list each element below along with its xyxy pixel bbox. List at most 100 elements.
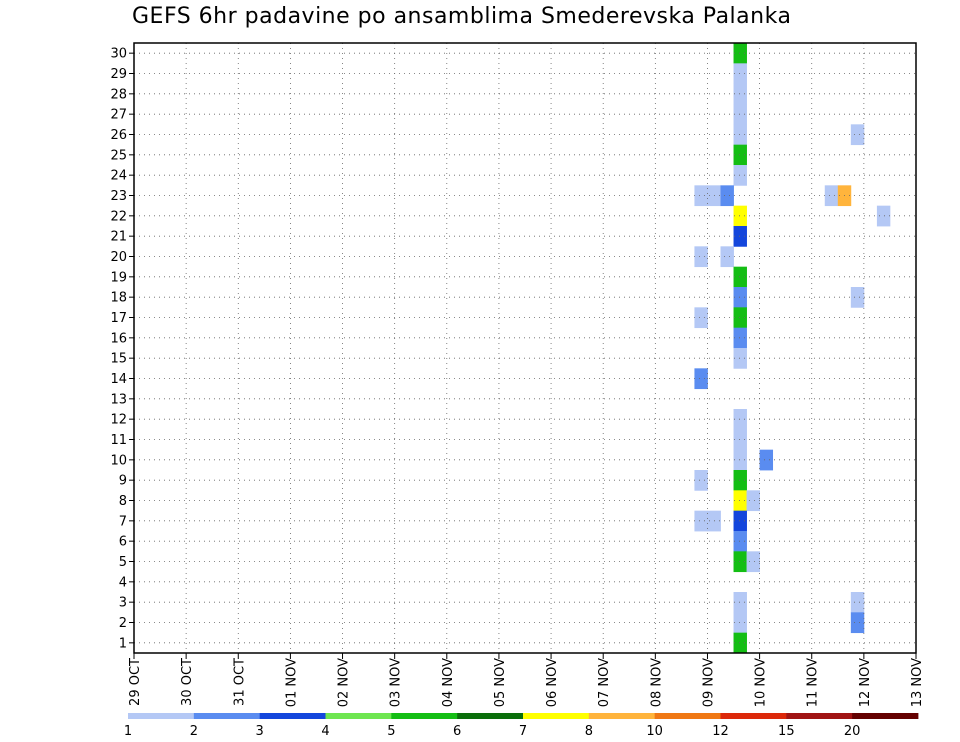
heatmap-cell	[694, 246, 708, 268]
heatmap-cell	[733, 43, 747, 64]
heatmap-cell	[733, 551, 747, 573]
heatmap-cell	[733, 83, 747, 105]
heatmap-cell	[694, 510, 708, 532]
heatmap-cell	[733, 429, 747, 451]
legend-swatch	[325, 713, 392, 719]
y-axis-labels: 1234567891011121314151617181920212223242…	[110, 47, 134, 651]
y-tick-label: 10	[110, 453, 127, 468]
heatmap-cell	[733, 124, 747, 146]
heatmap-cell	[733, 144, 747, 166]
x-tick-label: 29 OCT	[128, 658, 143, 706]
legend-label: 8	[585, 724, 593, 739]
heatmap-cell	[733, 327, 747, 349]
heatmap-cell	[733, 612, 747, 634]
x-axis-labels: 29 OCT 30 OCT 31 OCT 01 NOV 02 NOV 03 NOV 04 N…	[128, 653, 925, 707]
heatmap-cell	[824, 185, 839, 207]
heatmap-cell	[850, 592, 865, 613]
x-tick-label: 08 NOV	[649, 658, 664, 707]
y-tick-label: 16	[110, 331, 127, 346]
heatmap-cell	[733, 205, 747, 227]
y-tick-label: 15	[110, 352, 127, 367]
heatmap-cell	[733, 490, 747, 512]
x-tick-label: 09 NOV	[701, 658, 716, 707]
y-tick-label: 26	[110, 128, 127, 143]
heatmap-cell	[720, 185, 734, 207]
x-tick-label: 05 NOV	[493, 658, 508, 707]
y-tick-label: 12	[110, 413, 127, 428]
heatmap-cell	[733, 63, 747, 85]
heatmap-cell	[876, 205, 891, 227]
x-tick-label: 12 NOV	[858, 658, 873, 707]
legend-swatch	[852, 713, 919, 719]
heatmap-cell	[733, 531, 747, 552]
legend-swatch	[457, 713, 524, 719]
x-tick-label: 11 NOV	[806, 658, 821, 707]
heatmap-cell	[733, 592, 747, 613]
x-tick-label: 13 NOV	[910, 658, 925, 707]
heatmap-cell	[694, 470, 708, 491]
legend-label: 10	[646, 724, 663, 739]
legend-swatch	[523, 713, 590, 719]
heatmap-cell	[733, 449, 747, 471]
y-tick-label: 8	[119, 494, 127, 509]
y-tick-label: 27	[110, 108, 127, 123]
legend-swatch	[588, 713, 656, 719]
y-tick-label: 29	[110, 67, 127, 82]
legend-swatch	[193, 713, 261, 719]
heatmap-cell	[733, 287, 747, 308]
legend-swatch	[654, 713, 721, 719]
heatmap-cell	[694, 368, 708, 390]
y-tick-label: 7	[119, 514, 127, 529]
heatmap-cell	[733, 104, 747, 125]
heatmap-cell	[694, 307, 708, 329]
chart-title: GEFS 6hr padavine po ansamblima Smederev…	[132, 4, 792, 29]
y-tick-label: 19	[110, 270, 127, 285]
heatmap-cell	[733, 632, 747, 654]
x-tick-label: 04 NOV	[441, 658, 456, 707]
legend-swatch	[720, 713, 787, 719]
y-tick-label: 2	[119, 616, 127, 631]
heatmap-cell	[733, 348, 747, 369]
y-tick-label: 13	[110, 392, 127, 407]
legend-label: 4	[321, 724, 329, 739]
heatmap-cell	[746, 551, 760, 573]
plot-frame	[133, 42, 917, 654]
legend-swatch	[786, 713, 853, 719]
legend-swatch	[128, 713, 195, 719]
x-tick-label: 07 NOV	[597, 658, 612, 707]
color-legend: 1 2 3 4 5 6 7 8 10 12 15 20	[124, 713, 919, 739]
x-tick-label: 10 NOV	[754, 658, 769, 707]
y-tick-label: 18	[110, 291, 127, 306]
legend-label: 2	[190, 724, 198, 739]
heatmap-cell	[733, 409, 747, 430]
heatmap-cell	[733, 266, 747, 288]
legend-label: 12	[712, 724, 729, 739]
heatmap-cell	[733, 307, 747, 329]
grid-lines	[134, 43, 916, 653]
y-tick-label: 9	[119, 474, 127, 489]
legend-label: 6	[453, 724, 461, 739]
legend-label: 5	[387, 724, 395, 739]
heatmap-cell	[733, 510, 747, 532]
legend-label: 1	[124, 724, 132, 739]
x-tick-label: 01 NOV	[284, 658, 299, 707]
heatmap-cell	[720, 246, 734, 268]
y-tick-label: 21	[110, 230, 127, 245]
y-tick-label: 22	[110, 209, 127, 224]
heatmap-cell	[850, 124, 865, 146]
x-tick-label: 02 NOV	[337, 658, 352, 707]
y-tick-label: 17	[110, 311, 127, 326]
legend-label: 20	[844, 724, 861, 739]
x-tick-label: 30 OCT	[180, 658, 195, 706]
heatmap-cell	[746, 490, 760, 512]
y-tick-label: 4	[119, 575, 127, 590]
legend-swatch	[259, 713, 326, 719]
heatmap-cell	[850, 287, 865, 308]
heatmap-cell	[733, 470, 747, 491]
legend-label: 7	[519, 724, 527, 739]
heatmap-cells	[694, 43, 891, 654]
y-tick-label: 20	[110, 250, 127, 265]
heatmap-cell	[733, 226, 747, 247]
y-tick-label: 6	[119, 535, 127, 550]
